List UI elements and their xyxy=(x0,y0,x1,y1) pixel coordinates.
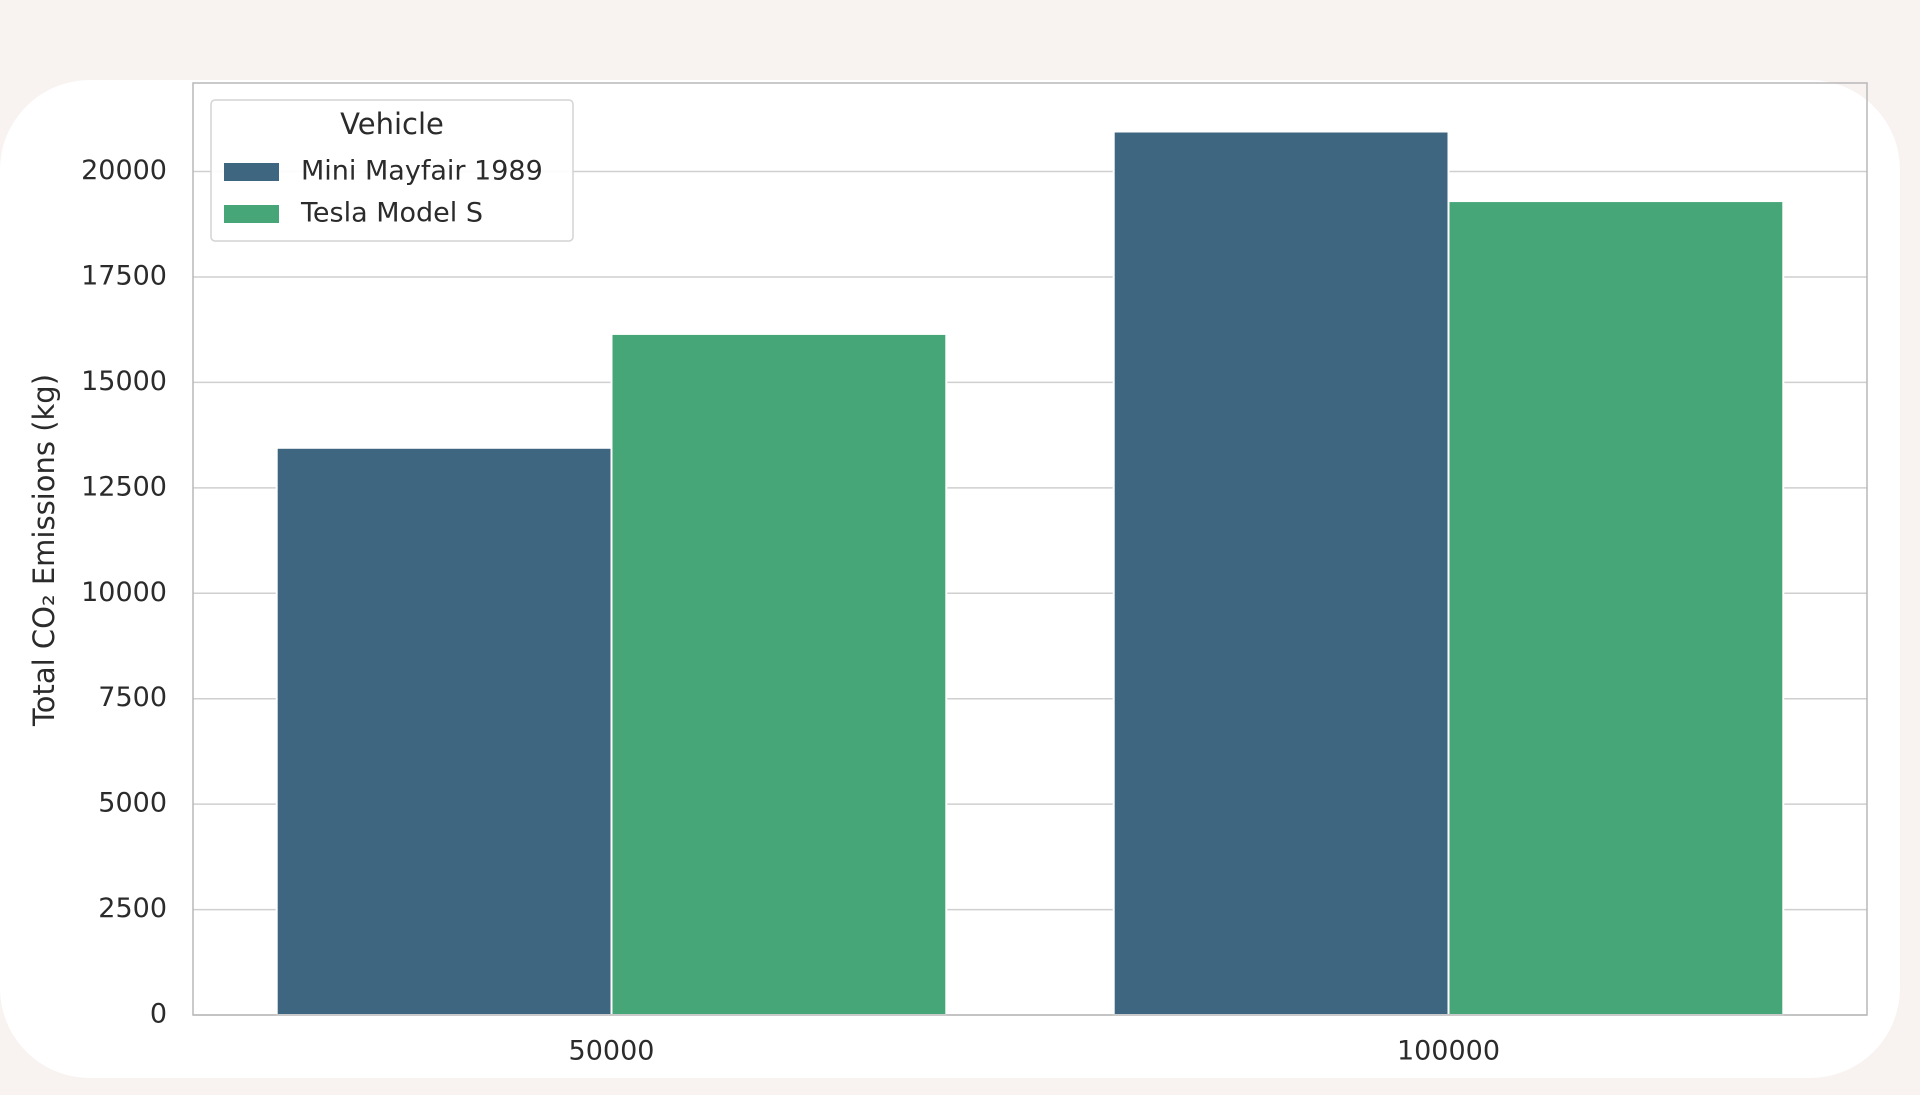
x-tick-label: 50000 xyxy=(569,1036,655,1067)
y-tick-label: 2500 xyxy=(98,893,167,924)
legend-swatch xyxy=(224,163,279,181)
y-tick-label: 0 xyxy=(150,999,167,1030)
y-axis-label: Total CO₂ Emissions (kg) xyxy=(27,374,61,727)
y-tick-label: 15000 xyxy=(81,366,167,397)
y-tick-label: 17500 xyxy=(81,260,167,291)
legend-label: Mini Mayfair 1989 xyxy=(301,156,543,187)
y-tick-label: 20000 xyxy=(81,155,167,186)
bar xyxy=(1112,130,1450,1016)
legend-label: Tesla Model S xyxy=(300,198,483,229)
legend-title: Vehicle xyxy=(340,107,444,141)
bar xyxy=(275,446,613,1016)
bar xyxy=(1447,200,1785,1017)
y-tick-label: 12500 xyxy=(81,471,167,502)
x-tick-label: 100000 xyxy=(1397,1036,1500,1067)
y-tick-label: 10000 xyxy=(81,577,167,608)
y-tick-label: 5000 xyxy=(98,788,167,819)
y-tick-label: 7500 xyxy=(98,682,167,713)
legend-box xyxy=(210,99,574,242)
plot-frame xyxy=(192,82,1868,1016)
legend-swatch xyxy=(224,205,279,223)
bar xyxy=(610,332,948,1016)
